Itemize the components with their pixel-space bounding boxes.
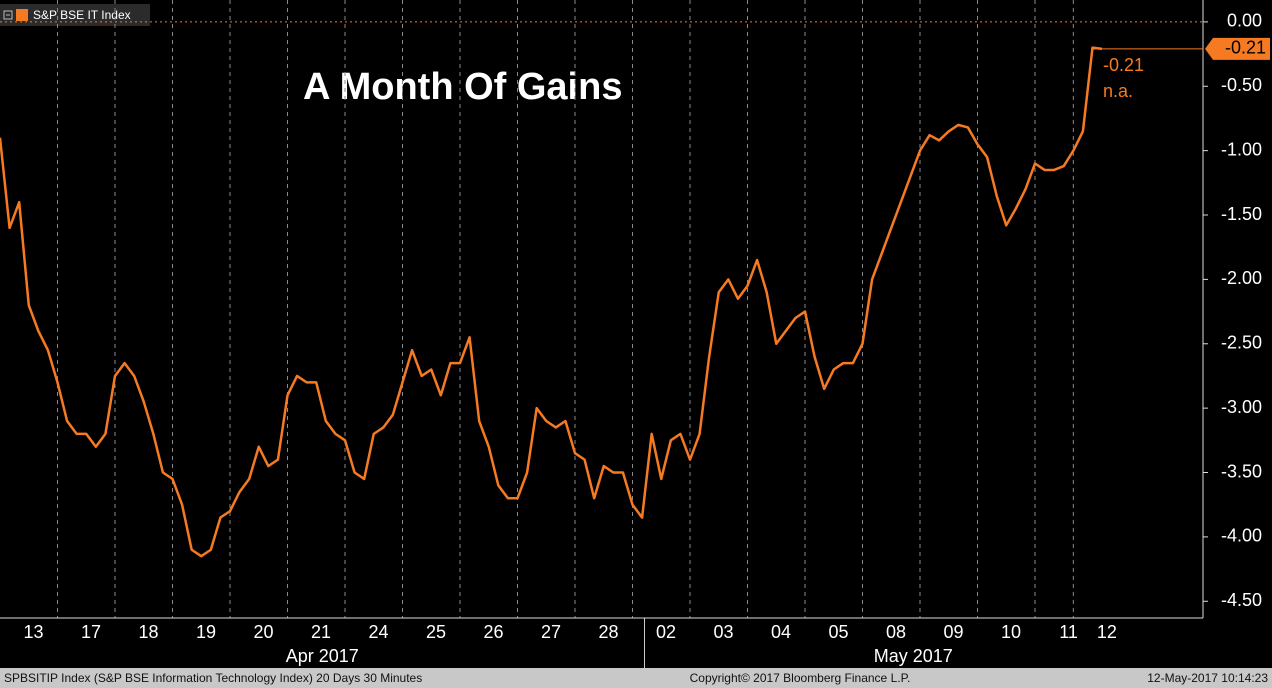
last-value-label: -0.21: [1225, 38, 1266, 58]
legend-value: -0.21: [1103, 55, 1144, 75]
y-tick-label: -4.00: [1221, 526, 1262, 546]
data-line: [0, 46, 1103, 558]
x-tick-label: 08: [886, 622, 906, 642]
y-tick-label: -2.50: [1221, 333, 1262, 353]
x-tick-label: 02: [656, 622, 676, 642]
legend-toggle[interactable]: [3, 10, 13, 20]
legend-swatch: [16, 9, 28, 21]
x-tick-label: 26: [484, 622, 504, 642]
footer-center: Copyright© 2017 Bloomberg Finance L.P.: [690, 671, 911, 685]
legend: S&P BSE IT Index: [0, 4, 150, 26]
footer-left: SPBSITIP Index (S&P BSE Information Tech…: [4, 671, 422, 685]
legend-box: [0, 4, 150, 26]
x-tick-label: 09: [944, 622, 964, 642]
x-tick-label: 10: [1001, 622, 1021, 642]
y-tick-label: -1.50: [1221, 204, 1262, 224]
x-tick-label: 04: [771, 622, 791, 642]
y-tick-label: -3.00: [1221, 397, 1262, 417]
chart-title: A Month Of Gains: [303, 66, 622, 108]
y-tick-label: -3.50: [1221, 461, 1262, 481]
x-tick-label: 27: [541, 622, 561, 642]
y-tick-label: 0.00: [1227, 11, 1262, 31]
x-tick-label: 19: [196, 622, 216, 642]
last-value-box: [1205, 37, 1270, 60]
x-group-label: May 2017: [874, 646, 953, 666]
x-tick-label: 12: [1097, 622, 1117, 642]
x-tick-label: 24: [369, 622, 389, 642]
y-tick-label: -4.50: [1221, 590, 1262, 610]
x-tick-label: 17: [81, 622, 101, 642]
y-tick-label: -1.00: [1221, 139, 1262, 159]
footer-bar: [0, 668, 1272, 688]
x-tick-label: 13: [24, 622, 44, 642]
x-tick-label: 20: [254, 622, 274, 642]
x-tick-label: 25: [426, 622, 446, 642]
legend-label: S&P BSE IT Index: [33, 8, 131, 22]
x-group-label: Apr 2017: [286, 646, 359, 666]
legend-value: n.a.: [1103, 81, 1133, 101]
x-tick-label: 21: [311, 622, 331, 642]
x-tick-label: 11: [1059, 622, 1078, 642]
x-tick-label: 03: [714, 622, 734, 642]
x-tick-label: 18: [139, 622, 159, 642]
y-tick-label: -0.50: [1221, 75, 1262, 95]
x-tick-label: 05: [829, 622, 849, 642]
footer-right: 12-May-2017 10:14:23: [1147, 671, 1268, 685]
y-tick-label: -2.00: [1221, 268, 1262, 288]
x-tick-label: 28: [599, 622, 619, 642]
